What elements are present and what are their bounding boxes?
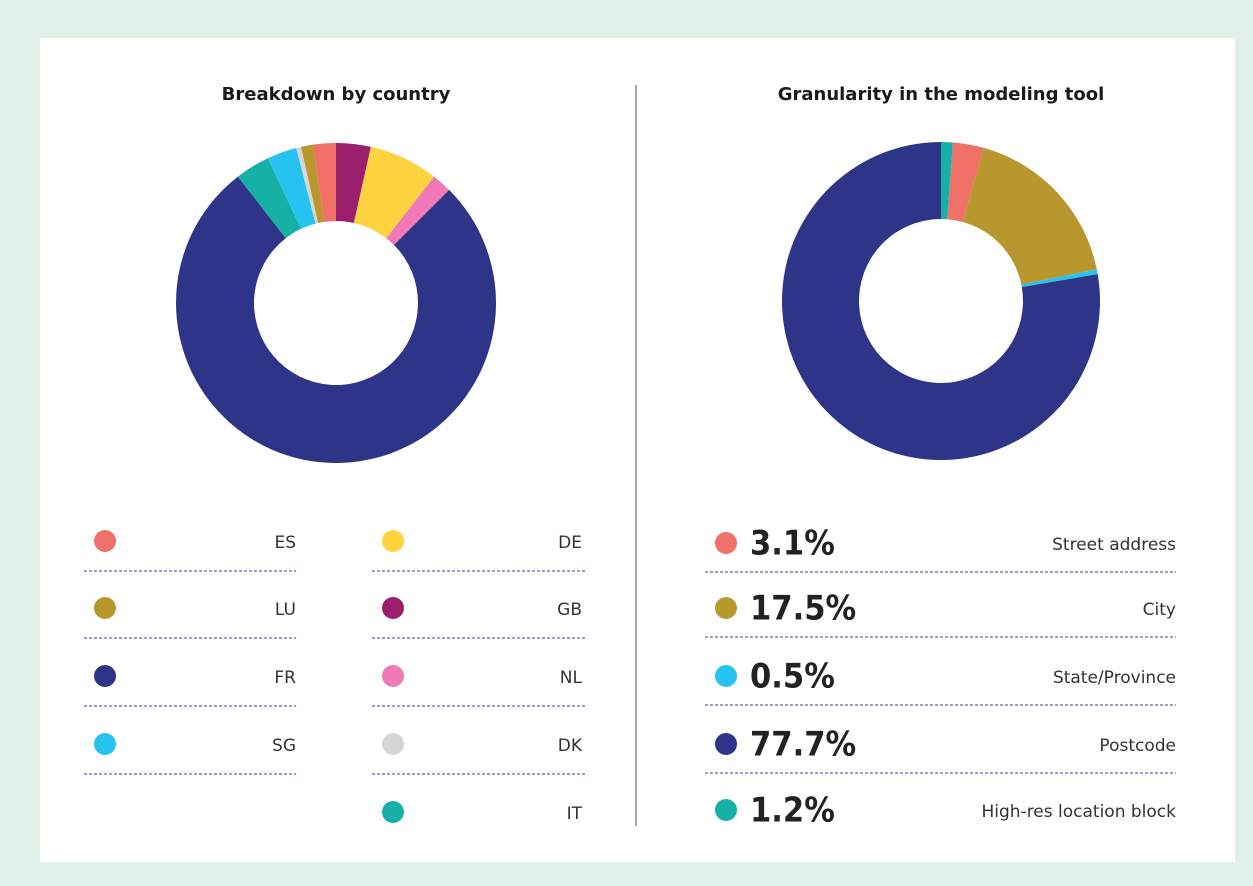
donut-slice: [312, 143, 336, 222]
legend-label: Postcode: [1099, 736, 1176, 756]
legend-swatch: [382, 665, 404, 687]
legend-label: SG: [272, 736, 296, 756]
donut-slice: [176, 176, 497, 464]
donut-slice: [947, 142, 984, 222]
donut-slice: [237, 158, 302, 239]
legend-label: NL: [560, 668, 583, 688]
legend-swatch: [94, 665, 116, 687]
legend-swatch: [382, 597, 404, 619]
legend-label: IT: [567, 804, 583, 824]
legend-label: DE: [558, 533, 582, 553]
legend-swatch: [382, 801, 404, 823]
chart-title: Breakdown by country: [222, 84, 451, 105]
donut-slice: [353, 146, 435, 239]
legend-label: ES: [274, 533, 296, 553]
legend-swatch: [382, 733, 404, 755]
legend-swatch: [715, 799, 737, 821]
donut-slice: [301, 144, 325, 223]
legend-value: 3.1%: [750, 524, 835, 564]
legend-swatch: [94, 530, 116, 552]
legend-value: 17.5%: [750, 589, 856, 629]
panel: [40, 38, 1235, 862]
legend-value: 0.5%: [750, 657, 835, 697]
donut-slice: [386, 176, 450, 246]
legend-label: City: [1143, 600, 1176, 620]
legend-swatch: [94, 597, 116, 619]
donut-slice: [941, 142, 953, 220]
legend-label: Street address: [1052, 535, 1176, 555]
legend-label: GB: [557, 600, 582, 620]
donut-slice: [1021, 269, 1098, 288]
legend-swatch: [715, 597, 737, 619]
chart-title: Granularity in the modeling tool: [778, 84, 1105, 105]
legend-value: 77.7%: [750, 725, 856, 765]
donut-slice: [336, 143, 371, 223]
legend-label: LU: [275, 600, 296, 620]
legend-label: State/Province: [1053, 668, 1176, 688]
donut-slice: [267, 148, 316, 229]
legend-label: FR: [274, 668, 296, 688]
legend-swatch: [715, 733, 737, 755]
legend-label: DK: [558, 736, 583, 756]
donut-slice: [962, 147, 1097, 285]
legend-label: High-res location block: [981, 802, 1176, 822]
donut-slice: [296, 146, 319, 224]
legend-value: 1.2%: [750, 791, 835, 831]
legend-swatch: [382, 530, 404, 552]
donut-slice: [782, 142, 1100, 460]
legend-swatch: [94, 733, 116, 755]
legend-swatch: [715, 665, 737, 687]
legend-swatch: [715, 532, 737, 554]
